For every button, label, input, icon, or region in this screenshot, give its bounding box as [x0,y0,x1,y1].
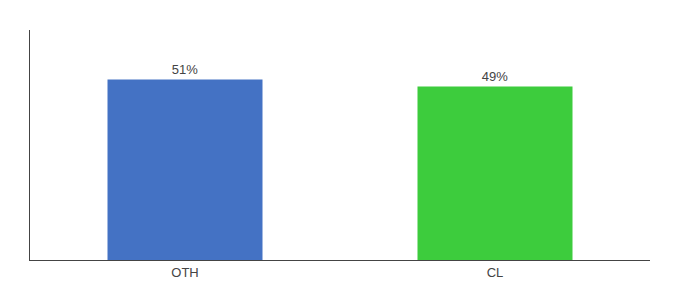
svg-text:51%: 51% [172,62,198,77]
svg-text:49%: 49% [482,69,508,84]
svg-text:OTH: OTH [171,265,198,280]
svg-text:CL: CL [487,265,504,280]
